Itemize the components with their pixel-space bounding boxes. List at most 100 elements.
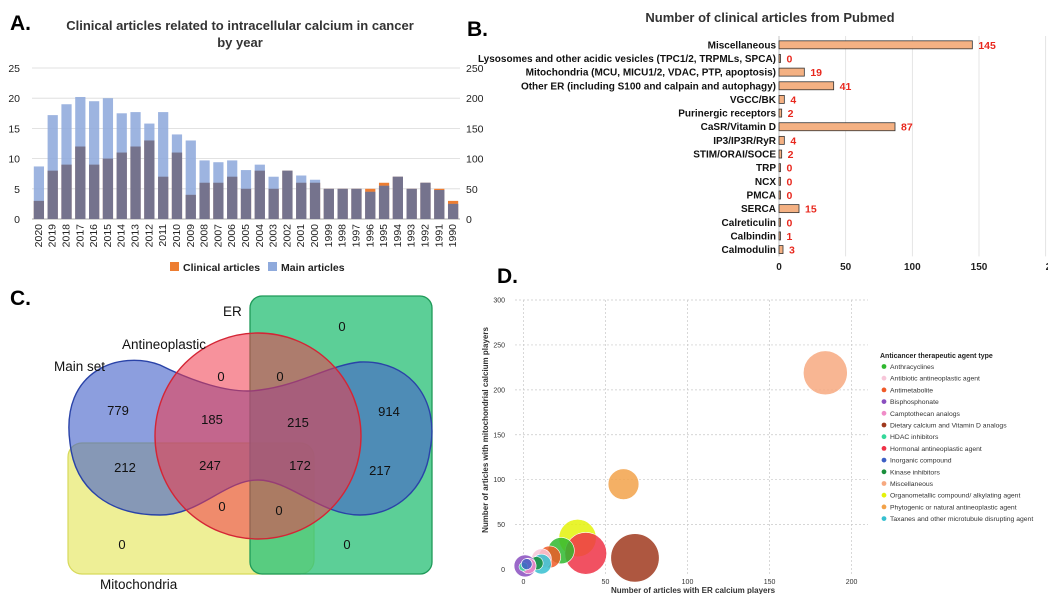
chart-a-left-tick: 10 — [8, 154, 20, 166]
chart-b-bar — [778, 149, 783, 159]
venn-set-antineoplastic — [154, 332, 362, 540]
chart-a-bar-overlap — [116, 152, 127, 219]
chart-a-right-tick: 150 — [466, 123, 484, 135]
panel-label-c: C. — [10, 287, 31, 310]
chart-a-left-tick: 5 — [14, 184, 20, 196]
chart-a-bar-overlap — [406, 188, 417, 219]
chart-a-bar-overlap — [378, 185, 390, 219]
chart-a-bar-overlap — [268, 188, 279, 219]
chart-a-x-tick: 1997 — [350, 224, 362, 248]
chart-b-category-label: Other ER (including S100 and calpain and… — [521, 81, 776, 92]
chart-a-x-tick: 2005 — [240, 224, 252, 248]
chart-a-x-tick: 1990 — [447, 224, 459, 248]
chart-a-bar-overlap — [227, 176, 238, 219]
chart-b-category-label: Calreticulin — [722, 218, 776, 229]
chart-a-x-tick: 2008 — [199, 224, 211, 248]
chart-a-x-tick: 1991 — [433, 224, 445, 248]
chart-a-x-tick: 2011 — [157, 224, 169, 247]
venn-count-anti-mito-er: 0 — [275, 503, 282, 518]
venn-count-all-four: 172 — [289, 458, 311, 473]
venn-label-main-set: Main set — [54, 359, 105, 374]
chart-d-x-tick: 50 — [602, 579, 610, 586]
chart-d-ylabel: Number of articles with mitochondrial ca… — [481, 327, 490, 533]
chart-d-legend-label: Inorganic compound — [890, 458, 952, 465]
chart-a-bar-overlap — [296, 182, 307, 219]
chart-b-bar — [778, 231, 781, 241]
chart-d-bubble — [803, 350, 848, 396]
chart-b-category-label: IP3/IP3R/RyR — [713, 136, 777, 147]
chart-a-x-tick: 2016 — [88, 224, 100, 248]
chart-a-x-tick: 2019 — [47, 224, 59, 248]
chart-a-title-line1: Clinical articles related to intracellul… — [66, 18, 414, 33]
chart-a-x-tick: 2012 — [143, 224, 155, 248]
chart-d-legend-label: Organometallic compound/ alkylating agen… — [890, 493, 1020, 500]
chart-b-value-label: 2 — [788, 108, 794, 120]
chart-a-x-tick: 2007 — [212, 224, 224, 248]
chart-d-x-tick: 100 — [682, 579, 694, 586]
chart-a-x-tick: 2009 — [185, 224, 197, 248]
chart-b-x-tick: 0 — [776, 262, 782, 273]
chart-a-bar-overlap — [102, 158, 114, 219]
venn-label-er: ER — [223, 304, 242, 319]
panel-a-chart: Clinical articles related to intracellul… — [8, 18, 483, 274]
panel-b-chart: Number of clinical articles from Pubmed … — [478, 10, 1048, 273]
chart-a-x-tick: 2001 — [295, 224, 307, 248]
chart-d-legend-marker — [881, 492, 887, 498]
chart-d-xlabel: Number of articles with ER calcium playe… — [611, 586, 776, 594]
chart-a-x-tick: 1992 — [419, 224, 431, 248]
chart-a-bar-overlap — [47, 170, 58, 219]
chart-a-bar-overlap — [130, 146, 141, 219]
panel-c-venn: Main set Antineoplastic ER Mitochondria … — [54, 295, 433, 592]
chart-b-value-label: 87 — [901, 122, 913, 134]
chart-a-bar-overlap — [89, 164, 100, 219]
chart-a-x-tick: 1996 — [364, 224, 376, 248]
chart-d-x-tick: 0 — [521, 579, 525, 586]
chart-d-legend-label: Phytogenic or natural antineoplastic age… — [890, 504, 1017, 511]
chart-b-value-label: 0 — [787, 217, 793, 229]
chart-a-x-tick: 2006 — [226, 224, 238, 248]
chart-d-legend-marker — [881, 516, 887, 521]
chart-b-category-label: VGCC/BK — [730, 95, 777, 106]
chart-a-x-tick: 1999 — [323, 224, 335, 248]
chart-b-category-label: TRP — [756, 163, 776, 174]
chart-a-left-tick: 20 — [8, 93, 20, 105]
chart-d-legend-marker — [881, 422, 887, 428]
chart-b-x-tick: 20 — [1046, 262, 1048, 273]
chart-b-title: Number of clinical articles from Pubmed — [645, 10, 894, 25]
chart-d-legend-marker — [881, 434, 887, 440]
chart-a-x-tick: 1998 — [337, 224, 349, 248]
venn-count-anti-er: 0 — [276, 369, 283, 384]
chart-a-x-tick: 2017 — [74, 224, 86, 248]
chart-b-value-label: 3 — [789, 245, 795, 257]
chart-b-category-label: STIM/ORAI/SOCE — [693, 150, 776, 161]
chart-b-value-label: 0 — [787, 163, 793, 175]
chart-a-right-tick: 250 — [466, 63, 484, 75]
chart-d-legend-label: Antimetabolite — [890, 387, 933, 394]
chart-d-y-tick: 200 — [493, 387, 505, 394]
chart-d-legend-title: Anticancer therapeutic agent type — [880, 353, 993, 360]
chart-d-y-tick: 50 — [497, 522, 505, 529]
chart-d-legend-label: Anthracyclines — [890, 364, 935, 371]
chart-a-bar-main — [33, 166, 45, 219]
chart-a-x-tick: 1994 — [392, 224, 404, 248]
chart-b-value-label: 15 — [805, 204, 817, 216]
chart-b-bar — [778, 190, 781, 200]
chart-a-bar-main — [185, 140, 196, 219]
chart-a-bar-overlap — [420, 182, 431, 219]
chart-a-bar-overlap — [365, 191, 376, 219]
chart-a-bar-overlap — [171, 152, 183, 219]
chart-a-bar-overlap — [434, 190, 445, 219]
legend-label-main: Main articles — [281, 262, 345, 274]
chart-a-x-tick: 2003 — [268, 224, 280, 248]
venn-count-er-main: 914 — [378, 404, 400, 419]
chart-a-bar-overlap — [185, 194, 196, 219]
chart-d-bubble — [610, 533, 660, 583]
panel-d-chart: 0 50 100 150 200 0 50 100 150 200 250 300 Number of… — [481, 298, 1033, 594]
chart-a-x-tick: 2002 — [281, 224, 293, 248]
chart-a-title-line2: by year — [217, 35, 263, 50]
chart-b-bar — [778, 95, 785, 104]
chart-a-x-tick: 2004 — [254, 224, 266, 248]
chart-d-legend-label: HDAC inhibitors — [890, 434, 939, 441]
chart-b-category-label: CaSR/Vitamin D — [701, 122, 776, 133]
